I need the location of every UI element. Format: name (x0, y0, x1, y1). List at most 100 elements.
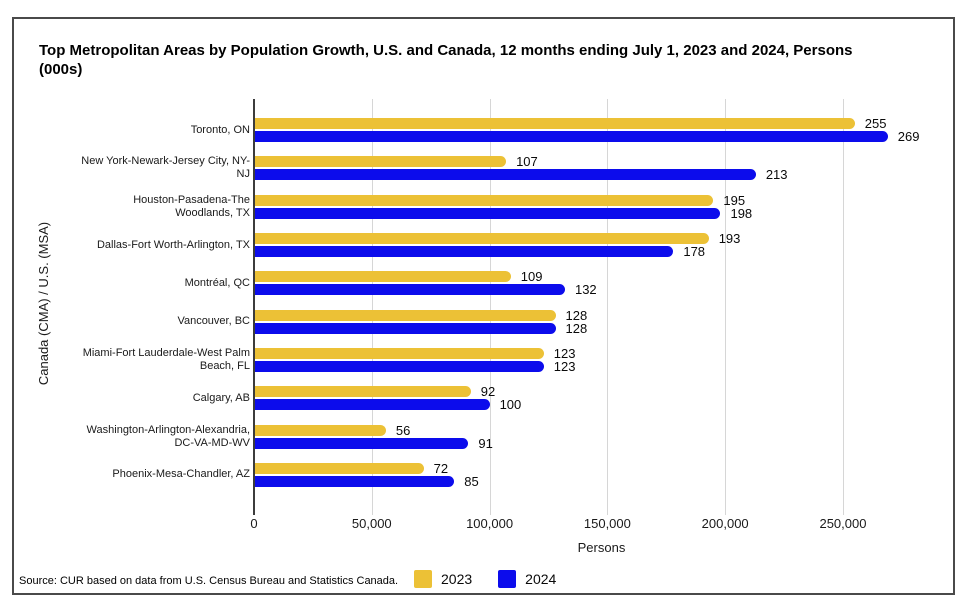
bar-value-label: 85 (464, 473, 479, 489)
bar-2024 (254, 437, 469, 449)
bar-2024 (254, 475, 455, 487)
category-label: Toronto, ON (190, 123, 250, 136)
bar-2023 (254, 156, 507, 168)
bar-value-label: 123 (553, 358, 576, 374)
gridline (371, 99, 373, 515)
bar-line: 255 (254, 116, 949, 132)
category-label: New York-Newark-Jersey City, NY-NJ (81, 155, 250, 181)
bar-line: 178 (254, 244, 949, 260)
bar-value-label: 56 (395, 422, 411, 438)
gridline (842, 99, 844, 515)
bar-line: 195 (254, 192, 949, 208)
bar-group: 255 269 (254, 111, 949, 149)
bar-line: 107 (254, 154, 949, 170)
legend: 2023 2024 (414, 569, 556, 589)
bar-group: 109 132 (254, 264, 949, 302)
gridline (607, 99, 609, 515)
bar-line: 198 (254, 205, 949, 221)
bar-group: 107 213 (254, 149, 949, 187)
bar-line: 91 (254, 435, 949, 451)
bar-value-label: 178 (683, 244, 706, 260)
category-label: Montréal, QC (184, 276, 250, 289)
category-label: Calgary, AB (192, 391, 250, 404)
bar-value-label: 100 (499, 397, 522, 413)
bar-value-label: 198 (730, 205, 753, 221)
bar-group: 92 100 (254, 379, 949, 417)
bar-2023 (254, 462, 424, 474)
bar-group: 195 198 (254, 188, 949, 226)
bar-line: 92 (254, 384, 949, 400)
category-label: Vancouver, BC (177, 315, 250, 328)
bar-value-label: 269 (897, 129, 920, 145)
bar-line: 269 (254, 129, 949, 145)
gridline (725, 99, 727, 515)
bar-line: 123 (254, 358, 949, 374)
x-tick-label: 250,000 (819, 516, 867, 531)
x-tick-label: 50,000 (351, 516, 392, 531)
category-label: Dallas-Fort Worth-Arlington, TX (96, 238, 250, 251)
bar-2024 (254, 360, 544, 372)
bar-rows: 255 269 107 213 195 198 193 178 109 132 128 128 123 1… (254, 111, 949, 494)
bar-2023 (254, 194, 714, 206)
legend-swatch-2023 (414, 570, 432, 588)
bar-line: 213 (254, 168, 949, 181)
bar-2024 (254, 169, 756, 181)
bar-line: 132 (254, 283, 949, 296)
bar-value-label: 128 (565, 320, 588, 336)
bar-2023 (254, 424, 386, 436)
bar-2023 (254, 118, 855, 130)
bar-value-label: 91 (478, 435, 493, 451)
bar-line: 100 (254, 397, 949, 413)
category-labels: Toronto, ON New York-Newark-Jersey City, … (78, 111, 250, 494)
bar-2024 (254, 322, 556, 334)
bar-value-label: 92 (480, 384, 496, 400)
chart-frame: Top Metropolitan Areas by Population Gro… (12, 17, 955, 595)
plot-area: 255 269 107 213 195 198 193 178 109 132 128 128 123 1… (253, 99, 949, 515)
bar-value-label: 193 (718, 231, 741, 247)
bar-group: 72 85 (254, 456, 949, 494)
y-axis-line (253, 99, 255, 515)
legend-label: 2024 (525, 571, 557, 587)
bar-line: 56 (254, 422, 949, 438)
x-tick-label: 100,000 (466, 516, 514, 531)
legend-item-2023: 2023 (414, 570, 472, 588)
bar-2024 (254, 399, 490, 411)
x-tick-labels: 0 50,000 100,000 150,000 200,000 250,000 (250, 516, 949, 532)
bar-2023 (254, 386, 471, 398)
y-axis-title: Canada (CMA) / U.S. (MSA) (32, 99, 56, 507)
x-axis-title: Persons (577, 540, 626, 555)
legend-item-2024: 2024 (498, 570, 556, 588)
y-axis-title-text: Canada (CMA) / U.S. (MSA) (36, 221, 52, 385)
bar-line: 72 (254, 462, 949, 475)
gridline (489, 99, 491, 515)
x-tick-label: 0 (250, 516, 258, 531)
bar-value-label: 255 (864, 116, 887, 132)
bar-2023 (254, 233, 709, 245)
legend-label: 2023 (441, 571, 473, 587)
x-tick-label: 200,000 (701, 516, 749, 531)
bar-line: 193 (254, 231, 949, 247)
x-tick-label: 150,000 (583, 516, 631, 531)
bar-value-label: 195 (723, 192, 746, 208)
bar-group: 193 178 (254, 226, 949, 264)
bar-2024 (254, 284, 565, 296)
bar-line: 128 (254, 320, 949, 336)
bar-group: 123 123 (254, 341, 949, 379)
bar-line: 109 (254, 270, 949, 283)
bar-2023 (254, 309, 556, 321)
bar-line: 85 (254, 473, 949, 489)
bar-group: 128 128 (254, 302, 949, 340)
chart-title: Top Metropolitan Areas by Population Gro… (39, 42, 853, 78)
bar-group: 56 91 (254, 417, 949, 455)
category-label: Phoenix-Mesa-Chandler, AZ (112, 468, 250, 481)
bar-value-label: 107 (516, 154, 538, 170)
bar-value-label: 123 (553, 345, 576, 361)
bar-2024 (254, 246, 674, 258)
bar-2024 (254, 207, 721, 219)
source-note: Source: CUR based on data from U.S. Cens… (19, 575, 399, 587)
bar-2023 (254, 271, 511, 283)
category-label: Miami-Fort Lauderdale-West Palm Beach, F… (82, 346, 250, 372)
bar-value-label: 128 (565, 307, 588, 323)
category-label: Washington-Arlington-Alexandria, DC-VA-M… (86, 423, 250, 449)
